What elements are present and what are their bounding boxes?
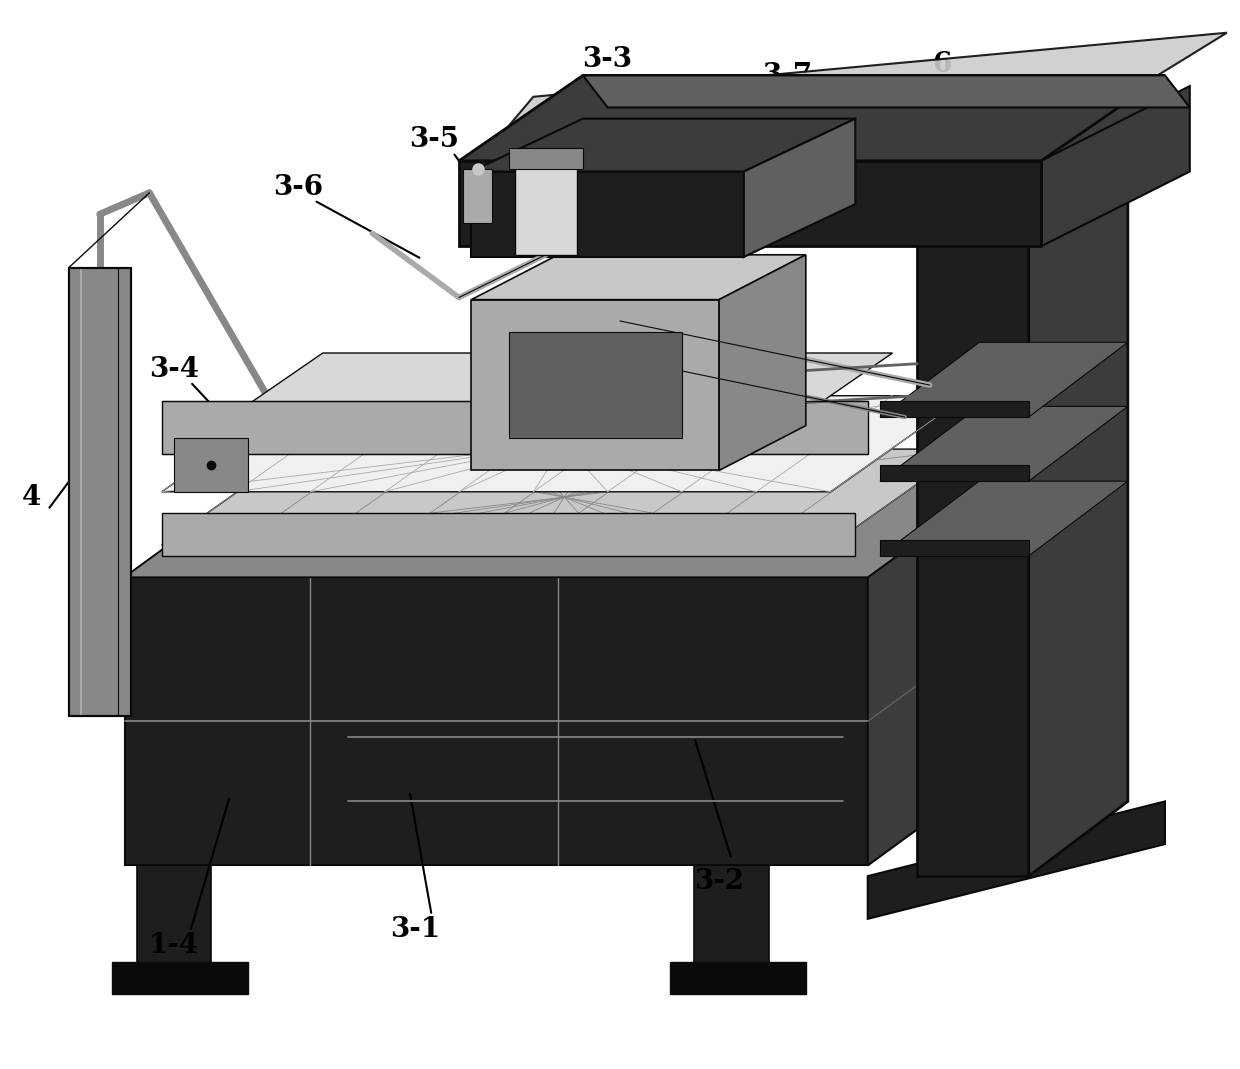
Polygon shape bbox=[694, 845, 769, 972]
Polygon shape bbox=[459, 76, 1166, 160]
Polygon shape bbox=[880, 406, 1128, 481]
Polygon shape bbox=[161, 396, 967, 492]
Polygon shape bbox=[161, 449, 967, 545]
Polygon shape bbox=[515, 158, 577, 254]
Polygon shape bbox=[459, 160, 1042, 246]
Polygon shape bbox=[744, 119, 856, 257]
Polygon shape bbox=[471, 299, 719, 470]
Polygon shape bbox=[463, 169, 492, 222]
Text: 3-4: 3-4 bbox=[149, 356, 200, 383]
Text: 3-2: 3-2 bbox=[694, 868, 744, 895]
Polygon shape bbox=[161, 401, 868, 454]
Polygon shape bbox=[124, 460, 1029, 577]
Polygon shape bbox=[719, 254, 806, 470]
Polygon shape bbox=[583, 76, 1189, 108]
Polygon shape bbox=[471, 254, 806, 299]
Polygon shape bbox=[868, 460, 1029, 866]
Text: 3-7: 3-7 bbox=[763, 62, 812, 89]
Text: 6: 6 bbox=[932, 51, 952, 78]
Polygon shape bbox=[880, 401, 1029, 417]
Polygon shape bbox=[880, 465, 1029, 481]
Polygon shape bbox=[174, 438, 248, 492]
Polygon shape bbox=[918, 192, 1029, 877]
Text: 4: 4 bbox=[22, 483, 41, 511]
Polygon shape bbox=[124, 577, 868, 866]
Polygon shape bbox=[484, 33, 1226, 155]
Polygon shape bbox=[930, 652, 1004, 877]
Polygon shape bbox=[893, 97, 1166, 171]
Polygon shape bbox=[1042, 87, 1189, 246]
Polygon shape bbox=[124, 460, 1029, 577]
Polygon shape bbox=[1029, 119, 1128, 877]
Text: 3-5: 3-5 bbox=[409, 126, 459, 153]
Polygon shape bbox=[880, 342, 1128, 417]
Text: 3-6: 3-6 bbox=[273, 174, 324, 201]
Polygon shape bbox=[310, 599, 384, 791]
Polygon shape bbox=[471, 171, 744, 257]
Text: 1-4: 1-4 bbox=[149, 932, 200, 959]
Text: 1-5: 1-5 bbox=[1078, 489, 1128, 516]
Polygon shape bbox=[918, 119, 1128, 192]
Text: 1-1: 1-1 bbox=[1078, 569, 1128, 597]
Polygon shape bbox=[136, 845, 211, 972]
Polygon shape bbox=[471, 119, 856, 171]
Text: 3-1: 3-1 bbox=[391, 916, 440, 943]
Polygon shape bbox=[161, 513, 856, 556]
Polygon shape bbox=[868, 802, 1166, 919]
Polygon shape bbox=[198, 353, 893, 438]
Polygon shape bbox=[112, 961, 248, 993]
Polygon shape bbox=[508, 331, 682, 438]
Text: 1-3: 1-3 bbox=[1078, 670, 1128, 697]
Polygon shape bbox=[68, 267, 130, 716]
Text: 3-3: 3-3 bbox=[583, 46, 632, 73]
Polygon shape bbox=[670, 961, 806, 993]
Polygon shape bbox=[880, 481, 1128, 556]
Polygon shape bbox=[508, 148, 583, 169]
Polygon shape bbox=[880, 540, 1029, 556]
